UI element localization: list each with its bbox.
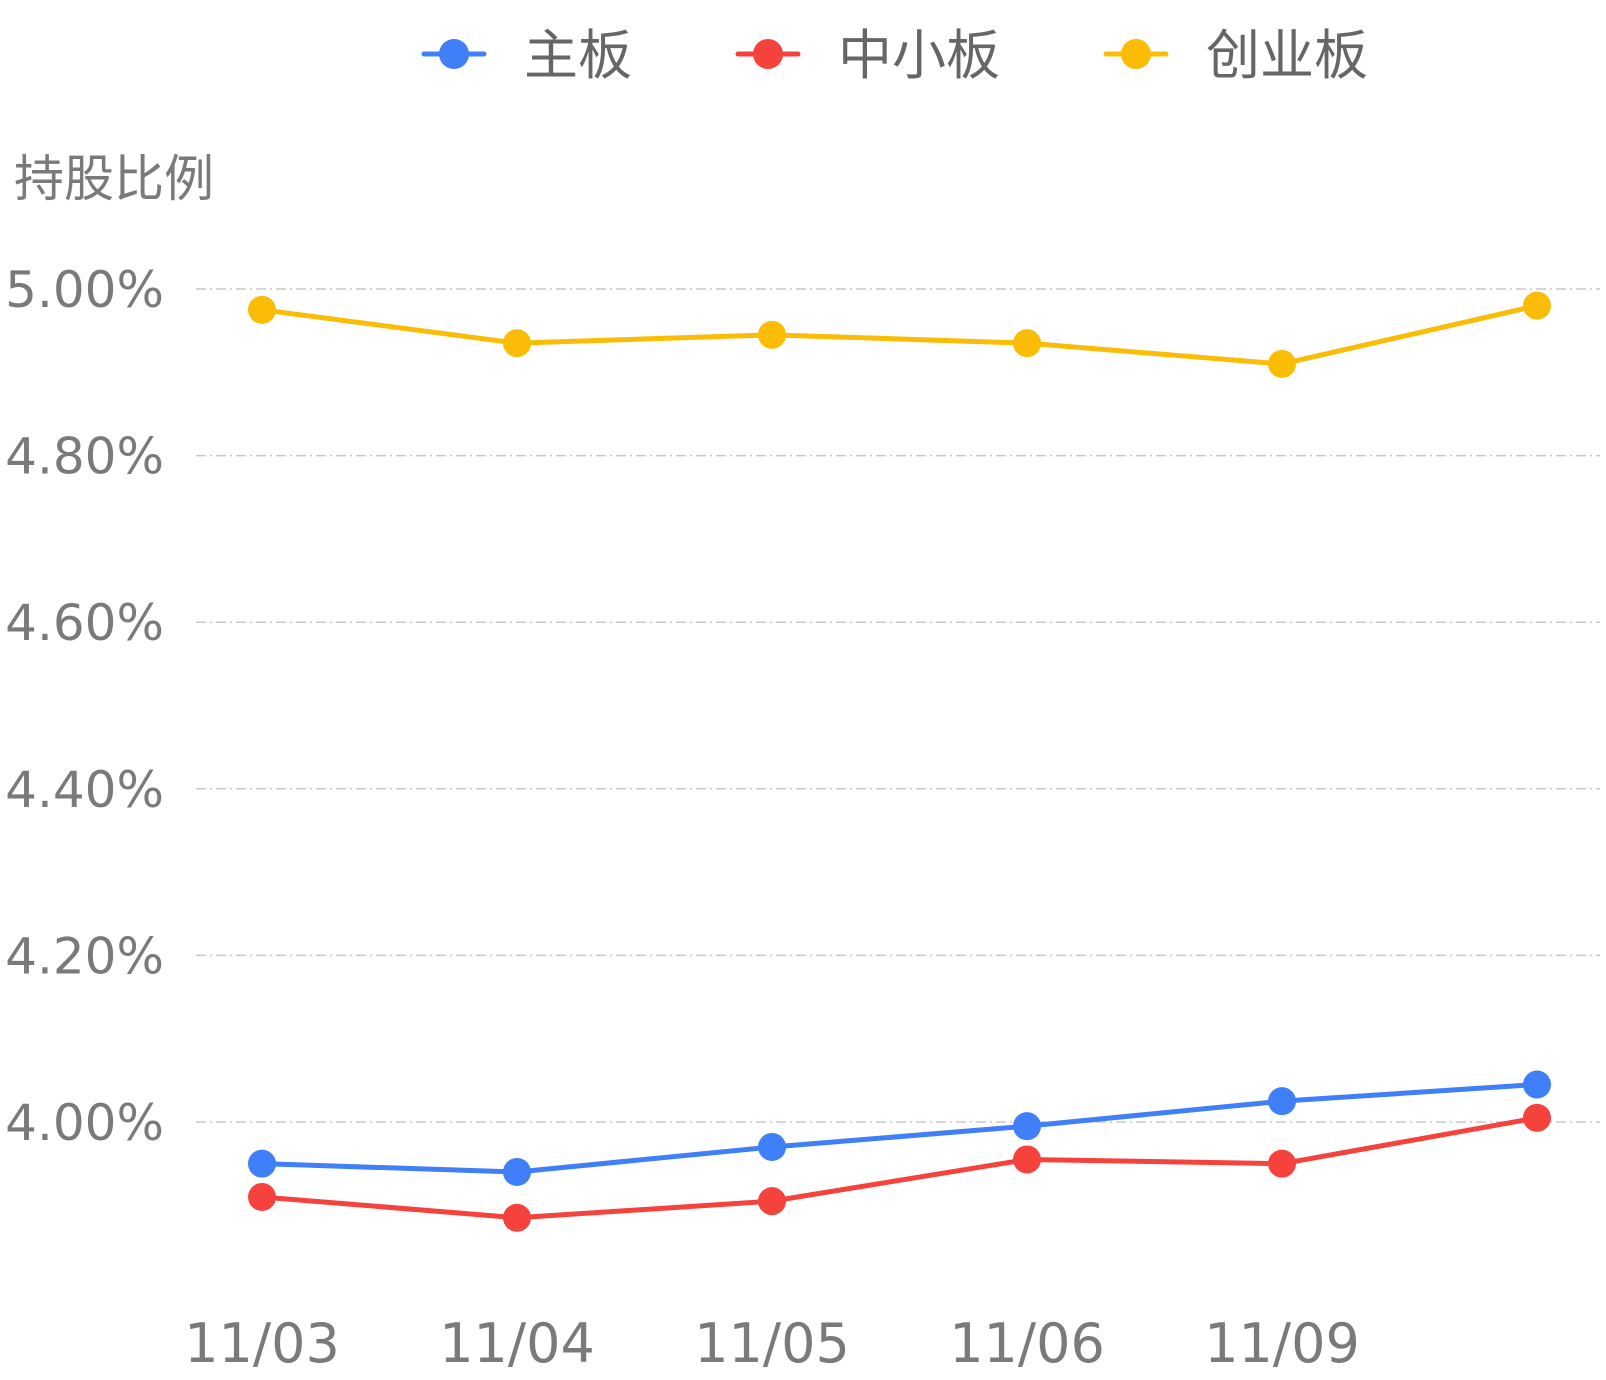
legend-label-0: 主板 <box>524 24 632 87</box>
legend-item-2[interactable]: 创业板 <box>1103 24 1368 87</box>
data-point[interactable] <box>1013 1145 1041 1174</box>
data-point[interactable] <box>758 320 786 349</box>
x-axis-ticks: 11/03 11/04 11/05 11/06 11/09 <box>184 1312 1360 1375</box>
series-2 <box>248 291 1551 378</box>
data-point[interactable] <box>1013 329 1041 358</box>
y-tick-label: 4.80% <box>5 428 164 486</box>
data-point[interactable] <box>1523 1103 1551 1132</box>
data-point[interactable] <box>248 295 276 324</box>
series-1 <box>248 1103 1551 1232</box>
data-point[interactable] <box>503 1157 531 1186</box>
data-point[interactable] <box>758 1187 786 1216</box>
x-tick-label: 11/03 <box>184 1312 340 1375</box>
series-line <box>261 303 1538 367</box>
legend-item-1[interactable]: 中小板 <box>735 24 1000 87</box>
legend-label-2: 创业板 <box>1206 24 1368 87</box>
x-tick-label: 11/06 <box>949 1312 1105 1375</box>
legend-item-0[interactable]: 主板 <box>421 24 632 87</box>
x-tick-label: 11/04 <box>439 1312 595 1375</box>
series-layer <box>248 291 1551 1232</box>
data-point[interactable] <box>758 1132 786 1161</box>
legend: 主板 中小板 创业板 <box>421 24 1368 87</box>
y-axis-ticks: 5.00% 4.80% 4.60% 4.40% 4.20% 4.00% <box>5 261 164 1152</box>
y-tick-label: 4.40% <box>5 761 164 819</box>
data-point[interactable] <box>248 1182 276 1211</box>
data-point[interactable] <box>1268 1149 1296 1178</box>
y-tick-label: 5.00% <box>5 261 164 319</box>
legend-dot-1 <box>753 39 783 69</box>
gridlines <box>196 288 1600 1123</box>
series-line <box>261 1082 1538 1175</box>
series-line <box>261 1115 1538 1221</box>
x-tick-label: 11/05 <box>694 1312 850 1375</box>
x-tick-label: 11/09 <box>1204 1312 1360 1375</box>
data-point[interactable] <box>1268 349 1296 378</box>
data-point[interactable] <box>503 329 531 358</box>
y-tick-label: 4.00% <box>5 1094 164 1152</box>
data-point[interactable] <box>1523 291 1551 320</box>
data-point[interactable] <box>1523 1070 1551 1099</box>
data-point[interactable] <box>503 1203 531 1232</box>
data-point[interactable] <box>248 1149 276 1178</box>
y-tick-label: 4.20% <box>5 927 164 985</box>
series-0 <box>248 1070 1551 1186</box>
legend-label-1: 中小板 <box>838 24 1000 87</box>
y-tick-label: 4.60% <box>5 594 164 652</box>
data-point[interactable] <box>1268 1087 1296 1116</box>
y-axis-title: 持股比例 <box>14 150 214 208</box>
legend-dot-2 <box>1121 39 1151 69</box>
data-point[interactable] <box>1013 1112 1041 1141</box>
legend-dot-0 <box>439 39 469 69</box>
